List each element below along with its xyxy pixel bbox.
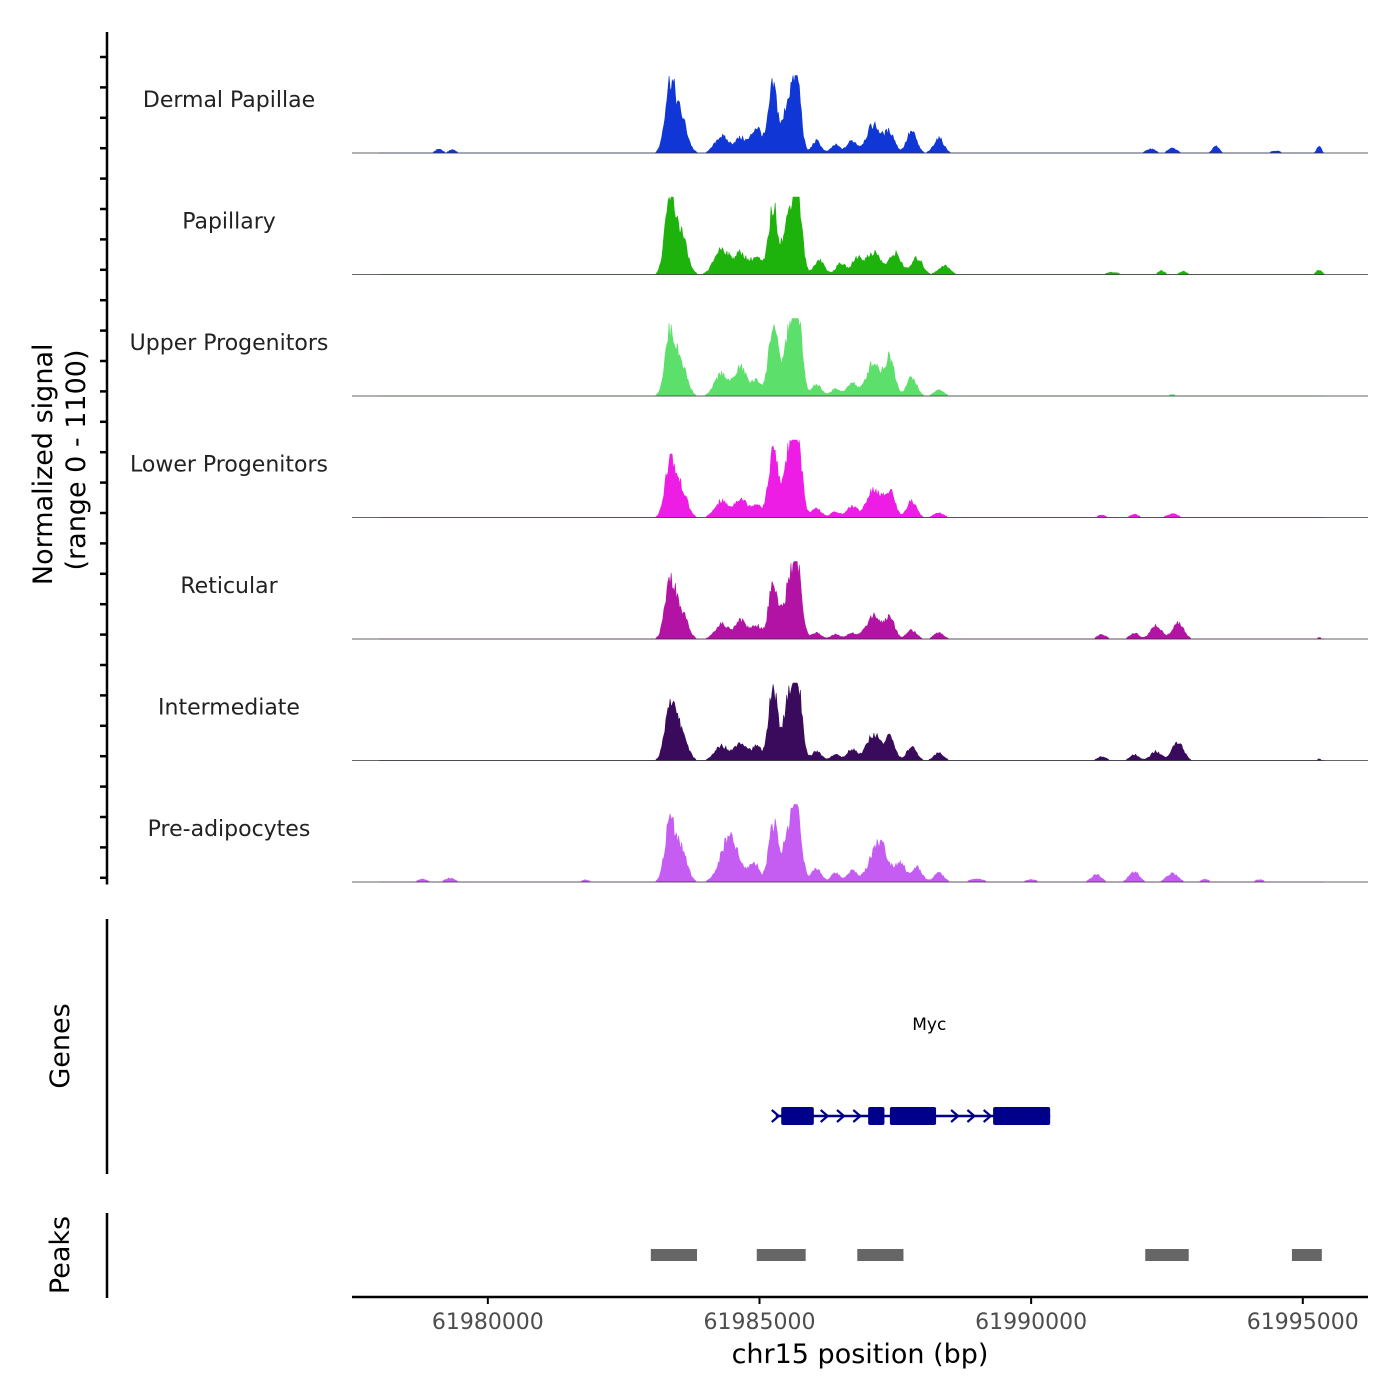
signal-tracks: Dermal Papillae Papillary Upper Progenitor…: [130, 75, 1368, 883]
signal-area: [379, 682, 1325, 761]
peak-region: [1291, 1249, 1322, 1261]
track-label: Intermediate: [158, 696, 300, 721]
signal-area: [379, 196, 1326, 275]
track-reticular: Reticular: [180, 561, 1368, 640]
signal-y-axis-title-line2: (range 0 - 1100): [61, 350, 92, 571]
peaks-y-axis-title: Peaks: [45, 1216, 76, 1294]
strand-arrow: [771, 1109, 781, 1123]
track-dermal-papillae: Dermal Papillae: [143, 75, 1368, 154]
genes-track: Myc: [771, 1015, 1051, 1125]
peak-region: [756, 1249, 806, 1261]
genes-y-axis-title: Genes: [45, 1003, 76, 1088]
signal-area: [379, 439, 1325, 518]
peak-region: [650, 1249, 698, 1261]
x-tick-label: 61985000: [703, 1310, 815, 1335]
track-label: Reticular: [180, 574, 278, 599]
x-tick-label: 61995000: [1247, 1310, 1359, 1335]
signal-y-axis-title-line1: Normalized signal: [28, 344, 59, 586]
strand-arrow: [836, 1109, 846, 1123]
signal-area: [379, 75, 1325, 154]
track-pre-adipocytes: Pre-adipocytes: [148, 804, 1368, 883]
x-tick-label: 61990000: [975, 1310, 1087, 1335]
track-label: Lower Progenitors: [130, 453, 328, 478]
x-tick-label: 61980000: [432, 1310, 544, 1335]
track-label: Upper Progenitors: [130, 331, 329, 356]
strand-arrow: [966, 1109, 977, 1123]
x-axis: 61980000 61985000 61990000 61995000: [352, 1295, 1368, 1335]
signal-area: [379, 804, 1325, 883]
strand-arrow: [852, 1109, 862, 1123]
signal-area: [379, 561, 1325, 640]
track-upper-progenitors: Upper Progenitors: [130, 318, 1368, 397]
track-papillary: Papillary: [182, 196, 1368, 275]
track-lower-progenitors: Lower Progenitors: [130, 439, 1368, 518]
signal-y-axis-title: Normalized signal (range 0 - 1100): [28, 335, 92, 585]
x-axis-title: chr15 position (bp): [732, 1339, 989, 1370]
gene-exon: [993, 1107, 1051, 1125]
gene-exon: [889, 1107, 937, 1125]
signal-area: [379, 318, 1325, 397]
peak-region: [1145, 1249, 1189, 1261]
track-label: Pre-adipocytes: [148, 817, 311, 842]
gene-exon: [868, 1107, 885, 1125]
signal-y-axis: [100, 32, 109, 885]
strand-arrow: [819, 1109, 830, 1123]
gene-label: Myc: [912, 1015, 946, 1035]
strand-arrow: [950, 1109, 960, 1123]
gene-exon: [781, 1107, 814, 1125]
track-intermediate: Intermediate: [158, 682, 1368, 761]
track-label: Dermal Papillae: [143, 88, 315, 113]
track-label: Papillary: [182, 210, 276, 235]
peaks-track: [650, 1249, 1322, 1261]
peak-region: [857, 1249, 904, 1261]
strand-arrow: [982, 1109, 993, 1123]
